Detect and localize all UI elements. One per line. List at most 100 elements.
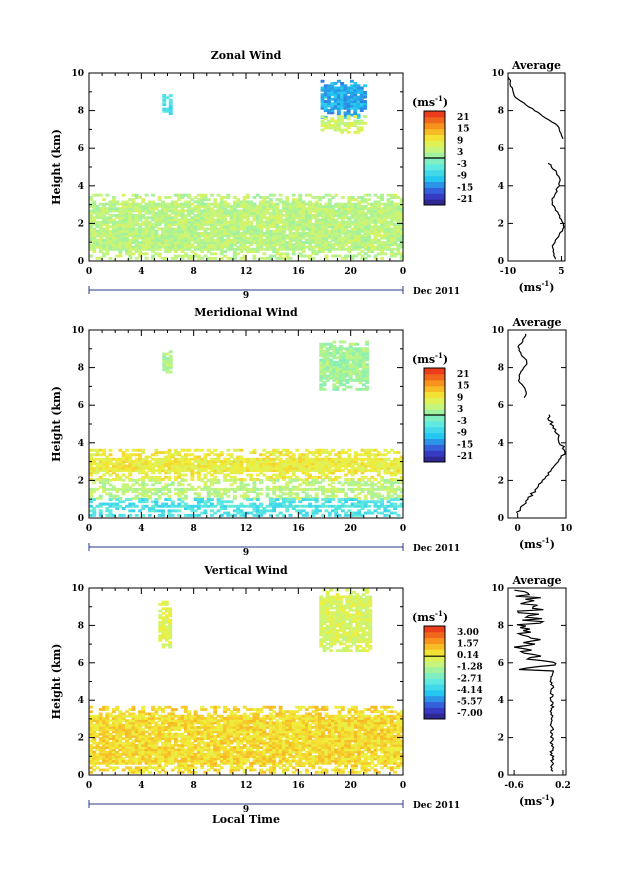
heatmap-cell xyxy=(102,466,106,470)
heatmap-cell xyxy=(196,209,201,213)
heatmap-cell xyxy=(193,252,198,256)
heatmap-cell xyxy=(304,225,309,229)
heatmap-cell xyxy=(177,451,182,454)
heatmap-cell xyxy=(190,254,195,258)
heatmap-cell xyxy=(232,494,237,498)
heatmap-cell xyxy=(89,473,93,477)
heatmap-cell xyxy=(363,229,368,233)
heatmap-cell xyxy=(206,478,211,482)
heatmap-cell xyxy=(376,207,381,211)
heatmap-cell xyxy=(340,229,345,233)
heatmap-cell xyxy=(376,200,381,204)
heatmap-cell xyxy=(278,209,283,213)
heatmap-cell xyxy=(350,113,354,117)
heatmap-cell xyxy=(311,207,316,211)
heatmap-cell xyxy=(275,229,280,233)
heatmap-cell xyxy=(259,513,263,517)
heatmap-cell xyxy=(170,218,175,222)
heatmap-cell xyxy=(121,759,126,763)
heatmap-cell xyxy=(232,513,237,517)
heatmap-cell xyxy=(336,111,341,115)
heatmap-cell xyxy=(131,478,136,482)
heatmap-cell xyxy=(295,214,299,217)
heatmap-cell xyxy=(223,462,227,466)
heatmap-cell xyxy=(350,457,355,461)
heatmap-cell xyxy=(92,232,97,235)
heatmap-cell xyxy=(128,252,133,256)
heatmap-cell xyxy=(304,498,309,501)
heatmap-cell xyxy=(147,200,152,204)
heatmap-cell xyxy=(275,227,280,231)
x-tick-label: 12 xyxy=(240,524,253,534)
heatmap-cell xyxy=(386,223,391,226)
heatmap-cell xyxy=(239,236,244,240)
heatmap-cell xyxy=(291,469,296,472)
heatmap-cell xyxy=(151,487,155,491)
heatmap-cell xyxy=(115,741,120,745)
colorbar-unit: (ms-1) xyxy=(412,94,448,109)
heatmap-cell xyxy=(187,200,191,204)
heatmap-cell xyxy=(346,88,351,92)
heatmap-cell xyxy=(213,492,218,496)
heatmap-cell xyxy=(203,462,208,466)
heatmap-cell xyxy=(213,466,218,470)
heatmap-cell xyxy=(210,513,214,517)
heatmap-cell xyxy=(376,466,381,470)
heatmap-cell xyxy=(282,464,286,468)
heatmap-cell xyxy=(174,234,178,238)
heatmap-cell xyxy=(252,218,257,222)
heatmap-cell xyxy=(118,250,123,253)
heatmap-cell xyxy=(226,457,231,461)
heatmap-cell xyxy=(353,207,358,211)
heatmap-cell xyxy=(329,365,333,369)
heatmap-cell xyxy=(102,502,106,506)
heatmap-cell xyxy=(167,457,172,461)
heatmap-cell xyxy=(229,466,234,470)
heatmap-cell xyxy=(373,223,378,226)
heatmap-cell xyxy=(226,448,231,452)
heatmap-cell xyxy=(170,509,175,513)
heatmap-cell xyxy=(301,462,306,466)
heatmap-cell xyxy=(144,223,149,226)
x-tick-label: 20 xyxy=(344,267,357,277)
heatmap-cell xyxy=(252,487,257,491)
heatmap-cell xyxy=(239,216,244,220)
heatmap-cell xyxy=(370,483,375,487)
heatmap-cell xyxy=(344,511,348,515)
heatmap-cell xyxy=(363,211,368,215)
heatmap-cell xyxy=(111,496,116,500)
heatmap-cell xyxy=(295,469,299,472)
heatmap-cell xyxy=(242,196,247,199)
heatmap-cell xyxy=(111,761,116,765)
heatmap-cell xyxy=(393,218,398,222)
heatmap-cell xyxy=(115,726,120,729)
heatmap-cell xyxy=(157,214,162,217)
heatmap-cell xyxy=(373,469,378,472)
heatmap-cell xyxy=(196,494,201,498)
heatmap-cell xyxy=(223,245,227,249)
heatmap-cell xyxy=(144,218,149,222)
heatmap-cell xyxy=(196,504,201,508)
heatmap-cell xyxy=(118,737,123,740)
heatmap-cell xyxy=(344,457,348,461)
heatmap-cell xyxy=(183,229,188,233)
heatmap-cell xyxy=(367,202,371,206)
heatmap-cell xyxy=(357,492,362,496)
heatmap-cell xyxy=(399,252,404,256)
heatmap-cell xyxy=(367,448,371,452)
heatmap-cell xyxy=(325,376,330,380)
heatmap-cell xyxy=(389,202,394,206)
heatmap-cell xyxy=(367,236,371,240)
heatmap-cell xyxy=(255,243,260,247)
heatmap-cell xyxy=(196,473,201,477)
heatmap-cell xyxy=(282,243,286,247)
heatmap-cell xyxy=(278,245,283,249)
heatmap-cell xyxy=(285,218,290,222)
heatmap-cell xyxy=(321,513,326,517)
heatmap-cell xyxy=(324,448,329,452)
heatmap-cell xyxy=(108,216,113,220)
heatmap-cell xyxy=(108,225,113,229)
colorbar-segment xyxy=(424,438,445,445)
heatmap-cell xyxy=(242,211,247,215)
heatmap-cell xyxy=(236,236,241,240)
